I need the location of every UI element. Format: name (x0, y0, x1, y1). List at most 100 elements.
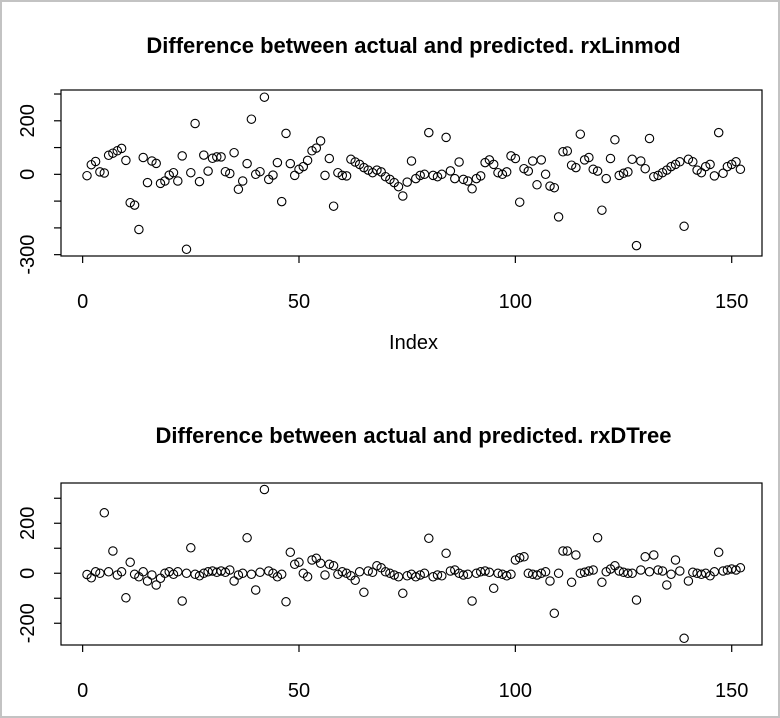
scatter-point (99, 168, 110, 178)
scatter-point (328, 561, 339, 571)
scatter-point (688, 567, 698, 578)
scatter-point (545, 181, 555, 191)
scatter-point (337, 170, 348, 181)
scatter-point (116, 143, 127, 154)
scatter-point (657, 566, 668, 576)
scatter-point (475, 171, 486, 181)
scatter-point (649, 550, 659, 560)
scatter-point (675, 157, 685, 167)
scatter-point (367, 567, 378, 578)
scatter-point (82, 170, 92, 181)
scatter-point (142, 177, 153, 188)
scatter-point (523, 568, 534, 579)
scatter-point (488, 583, 499, 594)
scatter-point (501, 167, 512, 177)
scatter-point (90, 567, 101, 577)
scatter-point (302, 155, 313, 166)
scatter-point (709, 171, 720, 181)
scatter-point (605, 153, 616, 164)
scatter-point (713, 547, 724, 558)
scatter-point (540, 567, 551, 577)
scatter-point (138, 567, 148, 577)
scatter-point (385, 568, 395, 579)
scatter-point (103, 567, 114, 577)
scatter-point (424, 533, 434, 544)
scatter-point (579, 567, 590, 578)
scatter-point (315, 136, 326, 146)
scatter-point (506, 569, 516, 580)
scatter-point (553, 212, 564, 222)
scatter-point (588, 164, 598, 175)
scatter-point (670, 555, 681, 565)
scatter-point (151, 158, 161, 169)
scatter-point (181, 568, 192, 579)
scatter-point (302, 572, 313, 582)
scatter-point (493, 568, 503, 579)
x-tick-label: 50 (288, 291, 310, 313)
plot-box (60, 482, 763, 646)
scatter-point (562, 546, 573, 556)
scatter-point (631, 240, 642, 251)
scatter-point (514, 197, 525, 207)
scatter-point (177, 151, 187, 161)
scatter-point (320, 170, 330, 181)
scatter-point (250, 585, 261, 595)
scatter-point (597, 205, 607, 215)
scatter-point (545, 576, 555, 586)
scatter-point (532, 180, 542, 190)
scatter-point (380, 567, 391, 577)
scatter-point (121, 593, 131, 603)
scatter-point (255, 567, 265, 578)
scatter-point (419, 568, 430, 579)
scatter-point (281, 128, 291, 139)
scatter-point (601, 173, 611, 184)
scatter-point (713, 127, 724, 138)
scatter-point (285, 547, 296, 558)
scatter-point (220, 567, 231, 578)
scatter-point (666, 161, 676, 172)
scatter-point (614, 566, 624, 576)
scatter-point (458, 174, 469, 185)
scatter-point (571, 550, 581, 560)
scatter-point (276, 569, 287, 580)
scatter-point (700, 161, 711, 172)
scatter-point (229, 576, 239, 586)
scatter-point (523, 166, 534, 176)
scatter-point (683, 576, 694, 586)
scatter-point (315, 558, 326, 569)
scatter-point (558, 546, 568, 556)
scatter-point (592, 533, 603, 543)
y-tick-label: -200 (17, 603, 39, 643)
scatter-point (320, 570, 330, 580)
scatter-point (536, 155, 547, 165)
scatter-point (142, 576, 153, 586)
scatter-point (540, 169, 551, 180)
scatter-point (216, 152, 226, 162)
scatter-point (229, 147, 239, 158)
scatter-point (549, 182, 560, 193)
scatter-point (467, 596, 477, 606)
scatter-point (532, 570, 542, 580)
scatter-point (514, 553, 525, 563)
scatter-point (398, 588, 408, 599)
scatter-point (679, 633, 689, 644)
scatter-point (662, 580, 672, 590)
scatter-point (324, 559, 335, 570)
scatter-point (432, 570, 443, 580)
scatter-point (186, 167, 196, 178)
scatter-point (610, 135, 620, 145)
scatter-point (242, 533, 252, 543)
scatter-point (337, 567, 348, 577)
scatter-point (354, 567, 365, 577)
scatter-point (103, 150, 114, 161)
x-tick-label: 50 (288, 680, 310, 702)
scatter-point (259, 92, 270, 102)
x-tick-label: 150 (715, 291, 748, 313)
scatter-point (631, 595, 642, 605)
scatter-point (99, 508, 110, 518)
scatter-point (186, 543, 196, 553)
scatter-point (731, 157, 741, 167)
scatter-point (627, 568, 637, 579)
scatter-point (393, 181, 404, 192)
